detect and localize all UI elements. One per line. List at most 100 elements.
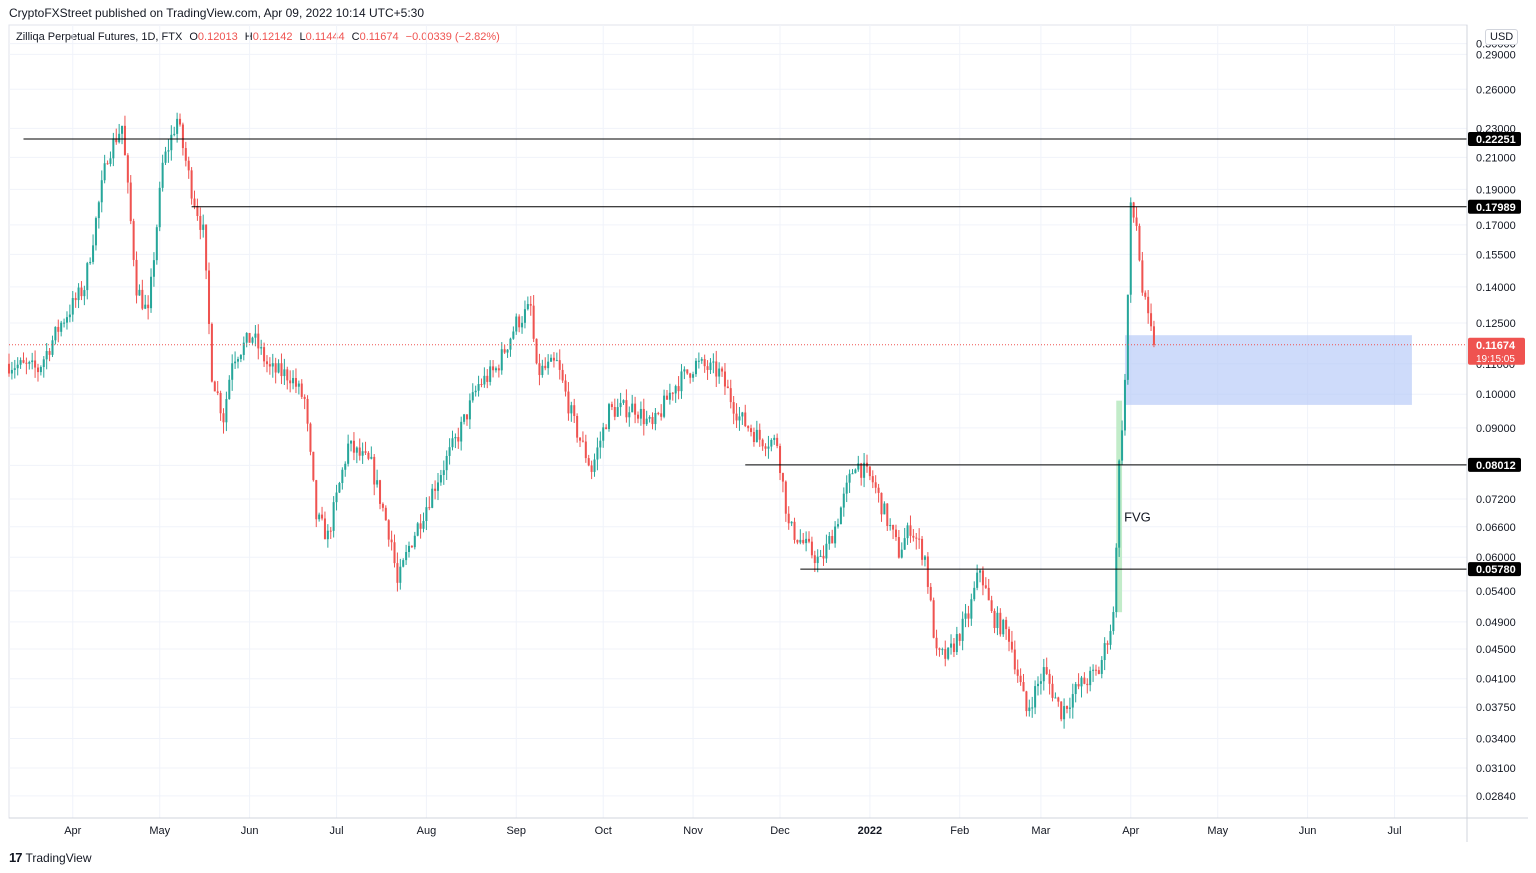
candle-body: [535, 338, 538, 364]
fvg-label: FVG: [1124, 509, 1151, 524]
y-tick-label: 0.10000: [1476, 389, 1516, 401]
candle-body: [744, 412, 747, 427]
footer-brand[interactable]: TradingView: [25, 850, 92, 865]
candle-body: [683, 369, 686, 372]
low-value: 0.11444: [305, 31, 345, 43]
candle-body: [132, 221, 135, 260]
candle-body: [245, 332, 248, 343]
open-value: 0.12013: [197, 31, 238, 43]
symbol-name[interactable]: Zilliqa Perpetual Futures, 1D, FTX: [16, 31, 183, 43]
candle-body: [202, 224, 205, 230]
candle-body: [77, 287, 80, 301]
candle-body: [515, 316, 518, 332]
candle-body: [150, 276, 153, 309]
candle-body: [486, 375, 489, 382]
candle-body: [648, 417, 651, 419]
candle-body: [187, 160, 190, 171]
candle-body: [715, 361, 718, 377]
axes: 0.300000.290000.260000.230000.210000.190…: [9, 25, 1528, 842]
candle-body: [1008, 629, 1011, 642]
candle-body: [109, 158, 112, 164]
candle-body: [155, 227, 158, 261]
x-tick-label: Jul: [330, 825, 344, 837]
candle-body: [610, 404, 613, 408]
candle-body: [712, 361, 715, 363]
x-tick-label: Dec: [770, 825, 790, 837]
candle-body: [767, 446, 770, 449]
y-tick-label: 0.09000: [1476, 423, 1516, 435]
candle-body: [952, 643, 955, 653]
candle-body: [477, 384, 480, 391]
candle-body: [909, 525, 912, 536]
x-tick-label: Jul: [1388, 825, 1402, 837]
candle-body: [1089, 670, 1092, 686]
level-price-label: 0.17989: [1476, 202, 1516, 214]
candle-body: [1042, 667, 1045, 682]
candle-body: [205, 224, 208, 271]
candle-body: [741, 412, 744, 417]
candle-body: [231, 363, 234, 380]
candle-body: [645, 418, 648, 425]
candle-body: [810, 541, 813, 556]
candle-body: [36, 367, 40, 373]
candle-body: [335, 492, 338, 503]
candle-body: [616, 407, 619, 417]
candle-body: [950, 643, 953, 648]
candle-body: [813, 555, 816, 564]
candle-body: [929, 586, 932, 601]
candle-body: [726, 386, 729, 389]
level-price-label: 0.05780: [1476, 564, 1516, 576]
candle-body: [729, 388, 732, 403]
candle-body: [51, 340, 54, 355]
y-tick-label: 0.06000: [1476, 552, 1516, 564]
candle-body: [112, 138, 115, 159]
candle-body: [42, 359, 45, 368]
candle-body: [979, 570, 982, 573]
candle-body: [370, 456, 373, 459]
candle-body: [941, 649, 944, 651]
y-tick-label: 0.14000: [1476, 282, 1516, 294]
candle-body: [694, 360, 697, 375]
candle-body: [932, 600, 935, 638]
candle-body: [906, 525, 909, 539]
y-tick-label: 0.06600: [1476, 522, 1516, 534]
candle-body: [955, 634, 958, 653]
candle-body: [115, 138, 118, 143]
candle-body: [158, 187, 161, 228]
candle-body: [352, 440, 355, 453]
candle-body: [973, 587, 976, 600]
candle-body: [1031, 707, 1034, 709]
candle-body: [1065, 706, 1069, 709]
candle-body: [987, 587, 990, 601]
candle-body: [596, 447, 599, 460]
currency-badge[interactable]: USD: [1485, 29, 1519, 45]
candle-body: [54, 326, 57, 341]
candle-body: [639, 408, 642, 419]
change-value: −0.00339 (−2.82%): [405, 31, 500, 43]
level-price-label: 0.22251: [1476, 134, 1516, 146]
candle-body: [31, 360, 34, 363]
fvg-zone: [1116, 400, 1123, 613]
candle-body: [239, 354, 242, 360]
candle-body: [590, 465, 593, 472]
candle-body: [900, 549, 903, 558]
candle-body: [13, 368, 16, 370]
y-tick-label: 0.02840: [1476, 791, 1516, 803]
candle-body: [1045, 667, 1048, 674]
candle-body: [135, 259, 138, 296]
candle-body: [384, 507, 387, 521]
candle-body: [747, 426, 750, 429]
candle-body: [628, 412, 631, 418]
candle-body: [376, 480, 379, 485]
candle-body: [1118, 460, 1121, 548]
candle-body: [436, 482, 440, 491]
candle-body: [1057, 697, 1060, 702]
candle-body: [822, 555, 825, 559]
candle-body: [663, 395, 666, 417]
candle-body: [1071, 694, 1074, 708]
candle-body: [170, 134, 173, 151]
candle-body: [236, 359, 240, 362]
candle-body: [196, 205, 199, 217]
x-tick-label: Feb: [950, 825, 969, 837]
